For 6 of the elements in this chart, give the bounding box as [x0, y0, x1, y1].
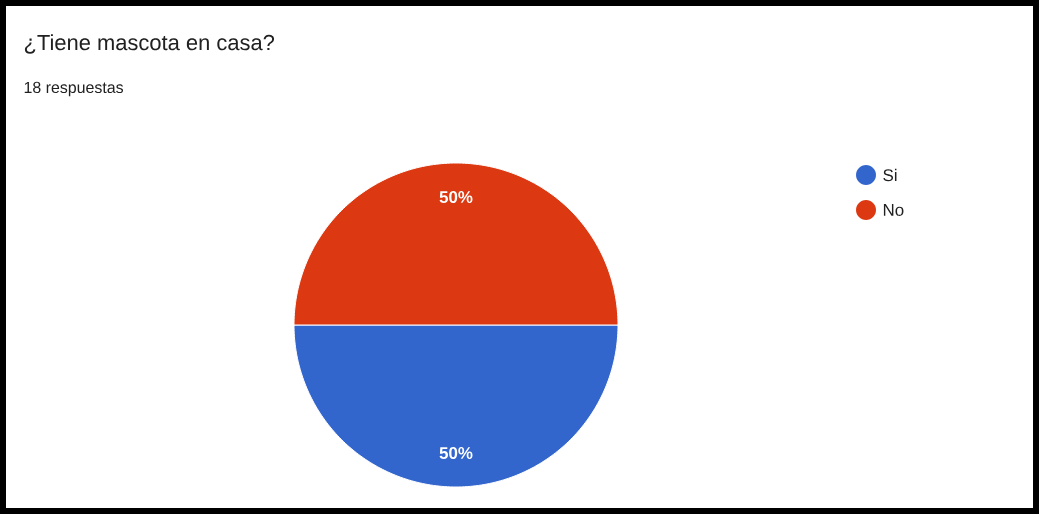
legend-label: Si — [883, 168, 897, 182]
data-label: 50% — [439, 446, 473, 459]
data-label: 50% — [439, 191, 473, 204]
legend-label: No — [883, 204, 904, 216]
text: 18 respuestas — [24, 81, 124, 97]
chart-title: ¿Tiene mascota en casa? — [24, 34, 275, 54]
